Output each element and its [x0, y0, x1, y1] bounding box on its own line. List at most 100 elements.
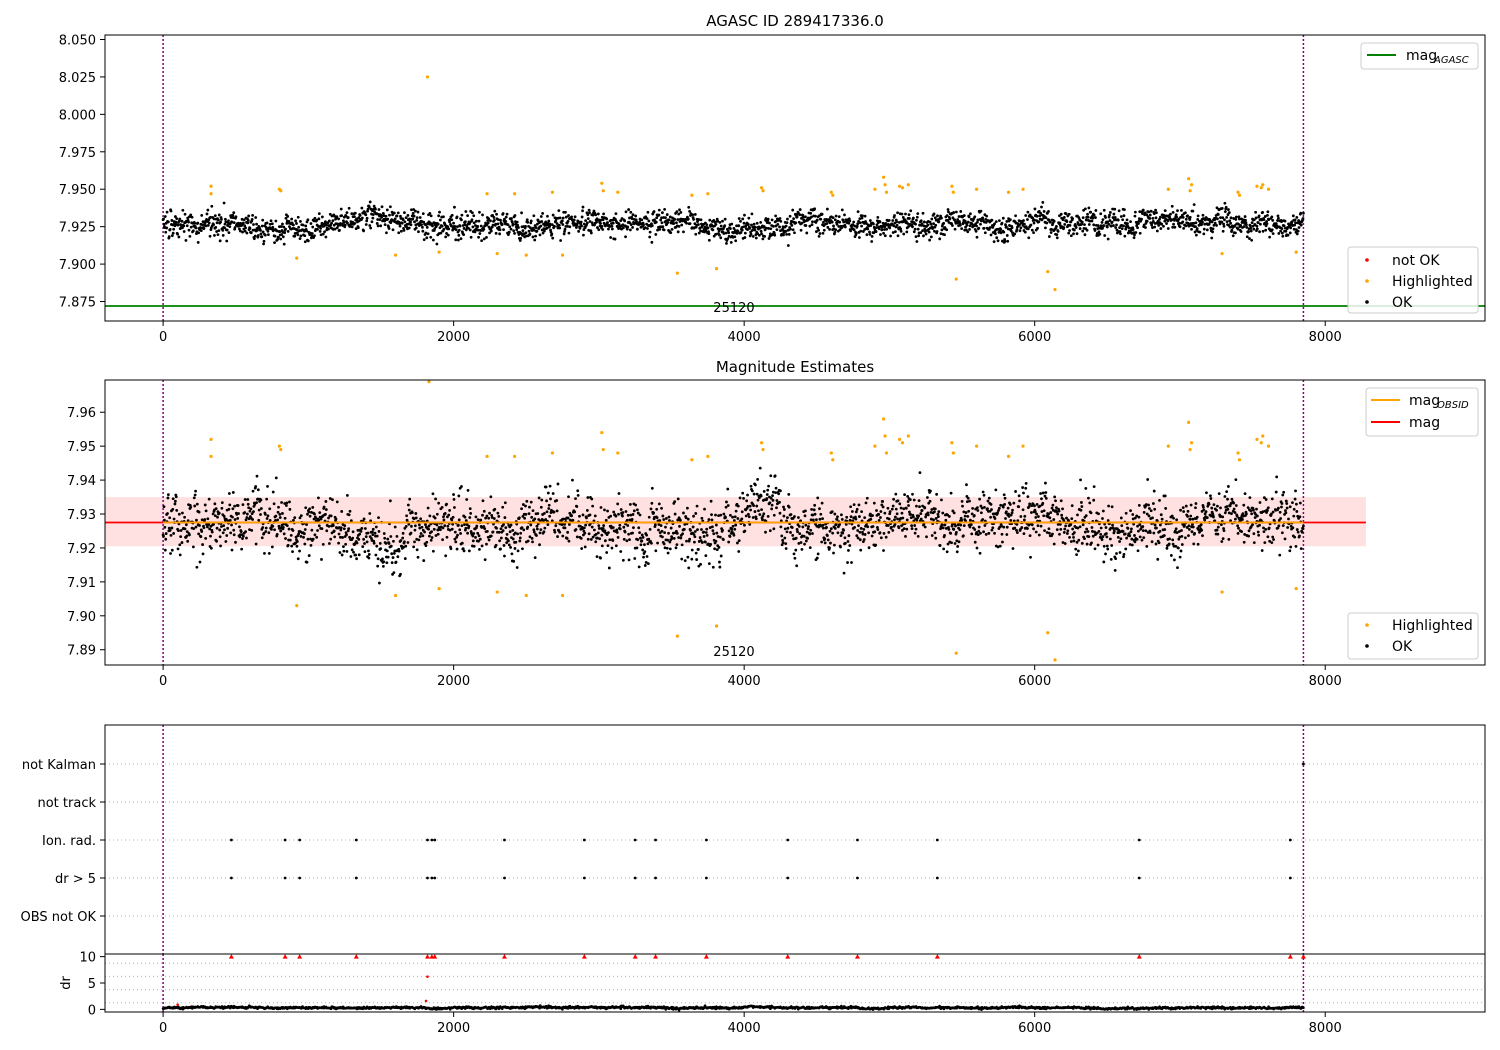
highlighted-point — [761, 189, 765, 193]
ok-point — [588, 220, 592, 223]
ok-point — [1021, 486, 1025, 489]
ok-point — [187, 228, 191, 232]
ok-point — [1042, 509, 1046, 513]
ok-point — [977, 529, 981, 533]
ok-point — [1247, 230, 1250, 233]
ok-point — [897, 220, 901, 224]
ok-point — [638, 531, 641, 535]
ok-point — [810, 507, 813, 511]
ok-point — [278, 516, 282, 519]
ok-point — [643, 226, 647, 230]
ok-point — [487, 516, 491, 520]
ok-point — [906, 500, 910, 503]
ok-point — [1266, 213, 1269, 217]
ok-point — [508, 225, 512, 229]
ok-point — [1055, 506, 1058, 510]
ok-point — [832, 543, 836, 547]
ok-point — [989, 503, 993, 506]
ok-point — [958, 528, 962, 532]
ok-point — [1132, 522, 1136, 526]
ok-point — [675, 210, 679, 213]
ok-point — [676, 518, 680, 522]
ok-point — [489, 534, 493, 538]
ok-point — [596, 212, 600, 216]
ok-point — [750, 223, 753, 227]
ok-point — [822, 220, 825, 224]
ok-point — [643, 564, 647, 567]
ok-point — [242, 218, 246, 222]
ok-point — [176, 232, 179, 236]
ok-point — [1133, 233, 1136, 237]
ok-point — [341, 536, 344, 539]
ok-point — [654, 549, 658, 553]
ok-point — [969, 518, 972, 522]
ok-point — [936, 515, 940, 519]
ok-point — [283, 231, 287, 235]
ok-point — [1077, 538, 1081, 542]
ok-point — [1172, 222, 1175, 226]
ok-point — [176, 223, 180, 227]
ok-point — [1158, 215, 1162, 219]
ok-point — [757, 496, 761, 500]
ok-point — [887, 517, 891, 521]
ok-point — [1202, 232, 1206, 236]
ok-point — [892, 497, 896, 501]
ok-point — [784, 224, 788, 228]
ok-point — [453, 205, 456, 209]
ok-point — [262, 239, 266, 243]
ok-point — [597, 527, 601, 530]
ok-point — [362, 537, 366, 541]
ok-point — [166, 512, 169, 515]
ok-point — [1153, 225, 1157, 229]
ok-point — [1119, 215, 1123, 218]
ok-point — [973, 540, 977, 544]
ok-point — [555, 222, 559, 226]
ok-point — [804, 215, 807, 219]
ok-point — [810, 223, 814, 227]
ok-point — [694, 512, 698, 515]
ok-point — [938, 544, 942, 547]
ok-point — [313, 512, 316, 516]
ok-point — [317, 524, 321, 528]
ok-point — [1170, 204, 1174, 208]
ok-point — [704, 540, 707, 544]
ok-point — [174, 220, 178, 224]
ok-point — [1007, 514, 1011, 518]
highlighted-point — [706, 192, 710, 196]
ok-point — [832, 224, 835, 228]
ok-point — [1090, 219, 1094, 223]
ok-point — [698, 536, 702, 539]
ok-point — [621, 558, 625, 562]
ok-point — [168, 228, 172, 231]
ok-point — [485, 529, 489, 533]
ok-point — [172, 532, 176, 535]
ok-point — [392, 551, 396, 555]
x-tick-label: 2000 — [437, 674, 470, 689]
ok-point — [870, 234, 874, 238]
ok-point — [236, 504, 240, 507]
ok-point — [1128, 534, 1132, 538]
ok-point — [446, 233, 450, 237]
ok-point — [274, 514, 278, 518]
ok-point — [192, 496, 196, 500]
ok-point — [292, 223, 295, 227]
ok-point — [546, 214, 549, 218]
ok-point — [792, 217, 795, 221]
ok-point — [888, 510, 892, 513]
ok-point — [202, 227, 206, 230]
ok-point — [917, 234, 921, 238]
ok-point — [230, 523, 233, 527]
ok-point — [1000, 532, 1004, 536]
ok-point — [868, 232, 872, 236]
ok-point — [880, 228, 884, 232]
ok-point — [775, 499, 779, 502]
ok-point — [977, 226, 981, 230]
ok-point — [696, 223, 700, 226]
ok-point — [825, 222, 829, 225]
ok-point — [1141, 529, 1145, 532]
ok-point — [478, 537, 482, 541]
ok-point — [1284, 229, 1288, 233]
ok-point — [818, 214, 821, 218]
ok-point — [656, 228, 659, 232]
ok-point — [842, 220, 846, 224]
